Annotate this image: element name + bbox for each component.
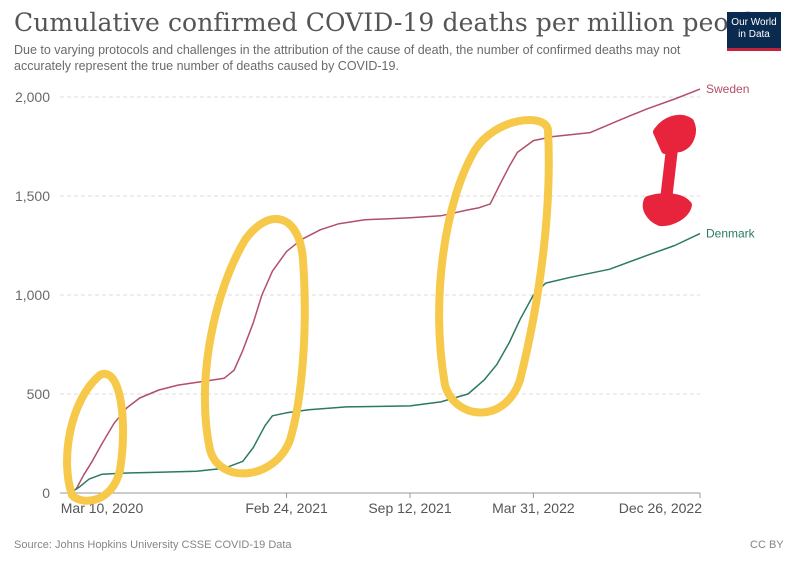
- x-tick-label: Sep 12, 2021: [368, 500, 452, 516]
- x-tick-label: Dec 26, 2022: [619, 500, 702, 516]
- logo-line-2: in Data: [738, 29, 770, 40]
- y-tick-label: 0: [42, 485, 50, 501]
- series-labels: Sweden Denmark: [706, 82, 756, 241]
- grid-lines: [60, 96, 700, 395]
- difference-double-arrow: [642, 114, 696, 227]
- highlight-oval-mar-2020: [63, 369, 128, 505]
- series-lines: [69, 88, 701, 494]
- logo-line-1: Our World: [731, 17, 777, 28]
- series-line-sweden[interactable]: [69, 88, 701, 494]
- series-label-denmark: Denmark: [706, 227, 756, 241]
- x-tick-label: Mar 31, 2022: [492, 500, 575, 516]
- series-label-sweden: Sweden: [706, 82, 749, 96]
- license-link[interactable]: CC BY: [750, 539, 784, 551]
- x-tick-label: Mar 10, 2020: [61, 500, 144, 516]
- y-tick-label: 500: [27, 386, 51, 402]
- highlight-oval-feb-2021: [200, 215, 309, 478]
- hand-drawn-annotations: [63, 114, 696, 505]
- data-source: Source: Johns Hopkins University CSSE CO…: [14, 539, 292, 551]
- y-tick-label: 1,500: [15, 188, 50, 204]
- axes: 0 500 1,000 1,500 2,000 Mar 10, 2020 Feb 24, 2…: [15, 89, 702, 516]
- x-tick-label: Feb 24, 2021: [245, 500, 328, 516]
- series-line-denmark[interactable]: [69, 232, 701, 494]
- highlight-oval-mar-2022: [435, 115, 553, 417]
- our-world-in-data-logo[interactable]: Our World in Data: [727, 12, 781, 51]
- chart-subtitle: Due to varying protocols and challenges …: [14, 43, 681, 73]
- chart-title: Cumulative confirmed COVID-19 deaths per…: [14, 8, 768, 37]
- y-tick-label: 2,000: [15, 89, 50, 105]
- y-tick-label: 1,000: [15, 287, 50, 303]
